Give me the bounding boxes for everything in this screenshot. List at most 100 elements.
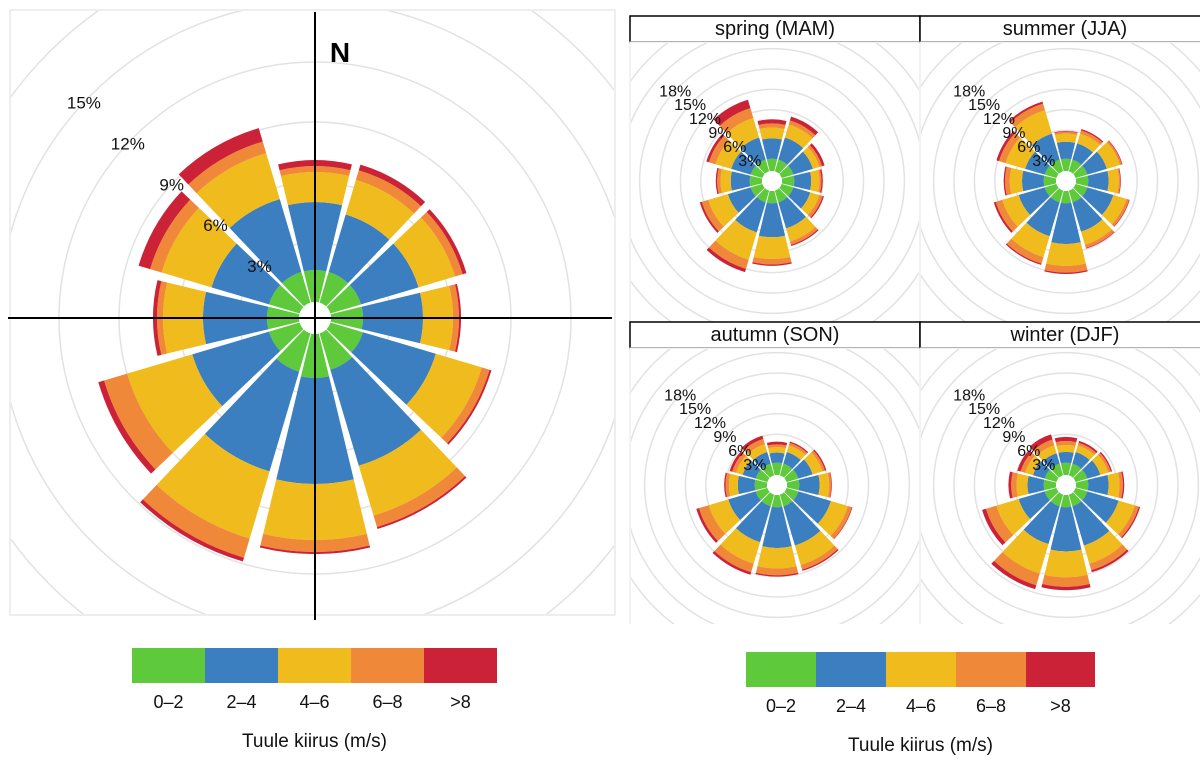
wind-bar-segment (1042, 574, 1090, 587)
wind-bar-segment (725, 472, 731, 498)
wind-bar-segment (758, 202, 786, 238)
wind-bar-segment (755, 572, 799, 577)
radial-tick-label: 3% (247, 257, 272, 276)
wind-bar-segment (829, 472, 832, 498)
wind-bar-segment (1084, 229, 1115, 248)
legend-label: 0–2 (153, 692, 184, 712)
wind-bar-segment (747, 444, 768, 460)
wind-bar-segment (156, 434, 270, 539)
wind-bar-segment (1032, 461, 1050, 479)
wind-bar-segment (830, 505, 852, 539)
wind-bar-segment (1020, 452, 1036, 473)
facet-strip (629, 321, 921, 349)
wind-bar-segment (204, 358, 300, 472)
wind-bar-segment (730, 171, 751, 191)
wind-bar-segment (1118, 505, 1139, 538)
wind-bar-segment (1016, 473, 1029, 497)
wind-bar-segment (788, 151, 813, 175)
wind-bar-segment (790, 229, 819, 247)
wind-bar-segment (736, 455, 751, 475)
wind-bar-segment (268, 322, 304, 352)
wind-bar-segment (753, 235, 791, 259)
wind-bar-segment (1005, 243, 1042, 265)
radial-tick-label: 6% (1017, 443, 1040, 460)
wind-bar-segment (1105, 500, 1135, 535)
legend-color-bar (132, 648, 497, 683)
wind-bar-segment (789, 226, 818, 245)
wind-bar-segment (355, 170, 422, 214)
wind-bar-segment (1117, 168, 1121, 194)
wind-bar-segment (161, 207, 237, 288)
legend-swatch-6-8 (956, 652, 1026, 687)
wind-bar-segment (720, 528, 761, 564)
wind-bar-segment (982, 508, 1006, 546)
grid-circle (638, 47, 906, 315)
wind-bar-segment (1043, 175, 1057, 187)
wind-bar-segment (737, 475, 756, 495)
wind-bar-segment (762, 506, 792, 549)
wind-rose: 3%6%9%12%15%18% (921, 349, 1200, 629)
annual-wind-rose-plot: 3% 6% 9% 12% 15% N (8, 9, 616, 620)
wind-bar-segment (766, 441, 788, 446)
center-hole (767, 475, 787, 495)
wind-bar-segment (1018, 491, 1050, 520)
wind-bar-segment (793, 459, 813, 479)
wind-bar-segment (1050, 463, 1064, 478)
wind-bar-segment (820, 169, 823, 193)
wind-bar-segment (1073, 165, 1088, 179)
wind-bar-segment (1023, 501, 1060, 545)
wind-bar-segment (818, 472, 830, 498)
wind-bar-segment (786, 479, 800, 491)
wind-bar-segment (779, 165, 794, 179)
grid-circle (659, 68, 885, 294)
wind-bar-segment (1050, 492, 1064, 507)
wind-bar-segment (1025, 151, 1050, 175)
wind-bar-segment (756, 159, 770, 174)
wind-bar-segment (1041, 583, 1091, 591)
wind-bar-segment (1054, 130, 1078, 133)
radial-tick-label: 15% (968, 401, 1000, 418)
wind-bar-segment (807, 145, 823, 167)
speed-legend-right: 0–2 2–4 4–6 6–8 >8 Tuule kiirus (m/s) (746, 652, 1095, 757)
wind-bar-segment (1003, 166, 1007, 196)
wind-bar-segment (696, 508, 718, 543)
wind-bar-segment (1075, 445, 1095, 460)
wind-bar-segment (827, 472, 832, 498)
radial-tick-label: 12% (983, 111, 1015, 128)
wind-bar-segment (755, 487, 770, 501)
wind-bar-segment (754, 479, 768, 491)
wind-bar-segment (719, 108, 754, 134)
wind-bar-segment (104, 373, 173, 470)
radial-tick-label: 9% (1002, 125, 1025, 142)
radial-tick-label: 15% (968, 97, 1000, 114)
wind-bar-segment (1056, 141, 1076, 160)
wind-bar-segment (349, 243, 419, 305)
wind-bar-segment (701, 199, 724, 232)
radial-tick-label: 15% (67, 93, 101, 112)
facet-title: summer (JJA) (1003, 18, 1127, 40)
wind-bar-segment (755, 469, 770, 483)
wind-bar-segment (800, 545, 838, 570)
wind-bar-segment (810, 169, 820, 193)
radial-tick-label: 12% (689, 111, 721, 128)
legend-label: 0–2 (765, 696, 797, 716)
wind-bar-segment (1015, 110, 1052, 146)
speed-legend-left: 0–2 2–4 4–6 6–8 >8 Tuule kiirus (m/s) (132, 648, 497, 753)
wind-bar-segment (818, 169, 822, 193)
wind-bar-segment (757, 119, 787, 125)
legend-label: >8 (1050, 696, 1071, 716)
wind-bar-segment (441, 367, 490, 444)
wind-bar-segment (142, 484, 250, 558)
wind-bar-segment (1072, 143, 1094, 165)
radial-tick-label: 18% (659, 83, 691, 100)
wind-bar-segment (991, 560, 1037, 590)
wind-bar-segment (761, 492, 775, 507)
wind-bar-segment (345, 179, 415, 240)
wind-bar-segment (1099, 451, 1113, 472)
legend-swatch-0-2 (746, 652, 816, 687)
wind-bar-segment (1054, 131, 1078, 135)
wind-bar-segment (793, 171, 812, 191)
wind-bar-segment (1072, 451, 1090, 469)
seasonal-wind-roses-plot: spring (MAM)3%6%9%12%15%18%summer (JJA)3… (629, 15, 1200, 631)
wind-bar-segment (783, 501, 821, 546)
